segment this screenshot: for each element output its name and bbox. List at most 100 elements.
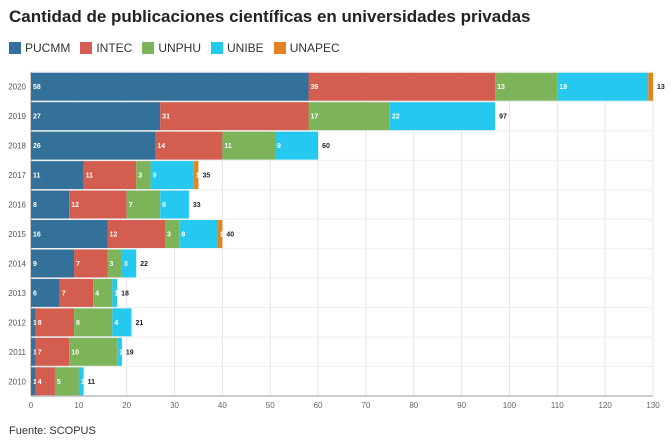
legend-swatch-intec [80, 42, 93, 54]
total-label: 19 [126, 349, 134, 356]
segment-label-intec: 12 [110, 232, 118, 239]
segment-label-intec: 8 [38, 320, 42, 327]
segment-label-unphu: 11 [224, 143, 232, 150]
segment-label-unphu: 8 [76, 320, 80, 327]
total-label: 11 [88, 379, 96, 386]
y-tick-label: 2017 [8, 171, 26, 180]
segment-label-unibe: 9 [277, 143, 281, 150]
x-tick-label: 50 [266, 401, 275, 410]
segment-label-pucmm: 1 [33, 349, 37, 356]
source-note: Fuente: SCOPUS [9, 425, 96, 437]
legend-swatch-unapec [273, 42, 286, 54]
bar-segment-intec [155, 131, 223, 160]
bar-segment-pucmm [31, 72, 309, 101]
total-label: 40 [226, 232, 234, 239]
y-tick-label: 2015 [8, 230, 26, 239]
total-label: 97 [499, 114, 507, 121]
legend-label-unphu: UNPHU [158, 41, 201, 55]
segment-label-unapec: 1 [220, 232, 224, 239]
bar-segment-pucmm [31, 102, 161, 131]
chart-title: Cantidad de publicaciones científicas en… [9, 7, 531, 26]
segment-label-unphu: 7 [129, 202, 133, 209]
bar-segment-unibe [179, 220, 218, 248]
x-tick-label: 130 [646, 401, 660, 410]
segment-label-unibe: 4 [114, 320, 118, 327]
x-tick-label: 40 [218, 401, 227, 410]
bar-segment-unibe [150, 161, 194, 190]
bar-segment-unibe [160, 190, 189, 219]
y-tick-label: 2013 [8, 289, 26, 298]
x-tick-label: 110 [551, 401, 564, 410]
bar-segment-unphu [107, 249, 122, 278]
segment-label-unibe: 1 [119, 349, 123, 356]
segment-label-pucmm: 9 [33, 261, 37, 268]
bar-segment-intec [35, 308, 75, 337]
segment-label-unphu: 5 [57, 379, 61, 386]
y-tick-label: 2018 [8, 142, 26, 151]
segment-label-pucmm: 11 [33, 173, 41, 180]
bar-segment-intec [59, 278, 94, 307]
segment-label-unibe: 6 [162, 202, 166, 209]
x-tick-label: 100 [503, 401, 517, 410]
x-tick-label: 60 [314, 401, 323, 410]
bar-segment-unphu [54, 367, 79, 396]
bar-segment-unphu [164, 220, 180, 248]
legend-swatch-pucmm [9, 42, 21, 54]
legend-item-unphu: UNPHU [142, 41, 201, 55]
segment-label-intec: 7 [38, 349, 42, 356]
segment-label-unibe: 1 [114, 290, 118, 297]
bar-segment-unphu [93, 278, 113, 307]
segment-label-pucmm: 8 [33, 202, 37, 209]
bar-segment-unphu [495, 72, 558, 101]
x-tick-label: 30 [170, 401, 179, 410]
y-tick-label: 2016 [8, 201, 26, 210]
segment-label-intec: 11 [86, 173, 94, 180]
bar-segment-unphu [136, 161, 151, 190]
segment-label-intec: 12 [71, 202, 79, 209]
bar-segment-unphu [74, 308, 113, 337]
segment-label-pucmm: 1 [33, 320, 37, 327]
bar-segment-unibe [275, 131, 319, 160]
bar-segment-unphu [126, 190, 161, 219]
legend-swatch-unphu [142, 42, 155, 54]
legend-item-unibe: UNIBE [211, 41, 264, 55]
segment-label-unibe: 19 [559, 84, 567, 91]
bar-segment-unibe [121, 249, 137, 278]
y-tick-label: 2020 [8, 83, 26, 92]
segment-label-pucmm: 58 [33, 84, 41, 91]
segment-label-unibe: 3 [124, 261, 128, 268]
legend-item-intec: INTEC [80, 41, 132, 55]
bar-segment-unapec [217, 220, 223, 248]
bar-segment-intec [74, 249, 108, 278]
segment-label-pucmm: 1 [33, 379, 37, 386]
legend-label-intec: INTEC [96, 41, 133, 55]
bar-segment-unphu [222, 131, 276, 160]
bar-segment-intec [308, 72, 496, 101]
segment-label-intec: 7 [76, 261, 80, 268]
total-label: 18 [121, 290, 129, 297]
segment-label-unibe: 22 [392, 114, 400, 121]
bar-segment-pucmm [31, 367, 36, 396]
bar-segment-unphu [69, 337, 118, 366]
segment-label-unapec: 1 [196, 173, 200, 180]
segment-label-pucmm: 27 [33, 114, 41, 121]
bar-segment-pucmm [31, 337, 36, 366]
legend-label-unapec: UNAPEC [289, 41, 340, 55]
y-tick-label: 2012 [8, 318, 26, 327]
total-label: 60 [322, 143, 330, 150]
bar-segment-pucmm [31, 278, 60, 307]
segment-label-unphu: 10 [71, 349, 79, 356]
x-tick-label: 10 [74, 401, 83, 410]
chart-legend: PUCMM INTEC UNPHU UNIBE UNAPEC [9, 41, 350, 55]
total-label: 13 [657, 84, 665, 91]
total-label: 33 [193, 202, 201, 209]
legend-label-unibe: UNIBE [227, 41, 264, 55]
bar-segment-unibe [557, 72, 649, 101]
legend-swatch-unibe [211, 42, 223, 54]
bar-segment-unibe [78, 367, 84, 396]
bar-segment-unibe [117, 337, 122, 366]
bar-segment-unibe [389, 102, 496, 131]
bar-segment-unibe [112, 278, 118, 307]
segment-label-unphu: 4 [95, 290, 99, 297]
